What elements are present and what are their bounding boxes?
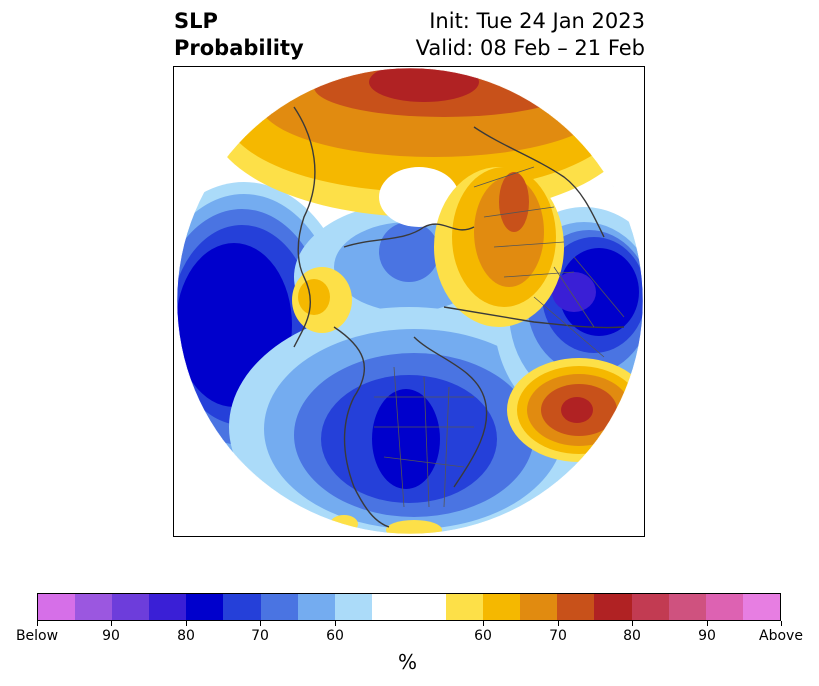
colorbar-segment [223,594,261,620]
anomaly-above-alaska [292,267,352,333]
colorbar-segment [446,594,484,620]
colorbar-tick [260,621,261,626]
colorbar-segment [260,594,298,620]
colorbar-segment [149,594,187,620]
forecast-info: Init: Tue 24 Jan 2023 Valid: 08 Feb – 21… [416,8,645,62]
colorbar-tick-label: 80 [623,628,641,644]
valid-range: Valid: 08 Feb – 21 Feb [415,36,645,60]
colorbar-segment [334,594,372,620]
title-type: Probability [174,36,304,60]
map-panel [173,66,645,537]
colorbar [37,593,781,621]
colorbar-segment [297,594,335,620]
colorbar-segment [112,594,150,620]
colorbar-tick-label: 90 [698,628,716,644]
colorbar-segment [520,594,558,620]
init-date: Init: Tue 24 Jan 2023 [429,9,645,33]
colorbar-segment [371,594,409,620]
colorbar-tick [781,621,782,626]
colorbar-tick [111,621,112,626]
colorbar-segment [408,594,447,620]
colorbar-segment [705,594,743,620]
colorbar-segment [668,594,706,620]
colorbar-unit: % [398,650,418,674]
colorbar-tick-label: Below [15,628,59,644]
colorbar-tick-label: 70 [549,628,567,644]
colorbar-tick-label: 60 [326,628,344,644]
colorbar-tick [37,621,38,626]
colorbar-tick-label: 60 [474,628,492,644]
colorbar-tick-label: Above [759,628,803,644]
anomaly-above-patch [386,520,442,534]
colorbar-tick [707,621,708,626]
colorbar-segment [75,594,113,620]
colorbar-segment [557,594,595,620]
colorbar-segment [594,594,632,620]
colorbar-segment [483,594,521,620]
colorbar-tick [186,621,187,626]
colorbar-tick [632,621,633,626]
title-variable: SLP [174,9,218,33]
colorbar-tick-label: 80 [177,628,195,644]
anomaly-above-patch [330,515,358,533]
colorbar-tick-label: 70 [251,628,269,644]
polar-projection-map [176,67,644,535]
colorbar-tick [335,621,336,626]
colorbar-tick [558,621,559,626]
colorbar-segment [631,594,669,620]
colorbar-tick-label: 90 [102,628,120,644]
colorbar-segment [186,594,224,620]
colorbar-segment [38,594,76,620]
colorbar-tick [483,621,484,626]
colorbar-segment [742,594,780,620]
boundaries [374,166,625,508]
chart-title: SLP Probability [174,8,304,62]
